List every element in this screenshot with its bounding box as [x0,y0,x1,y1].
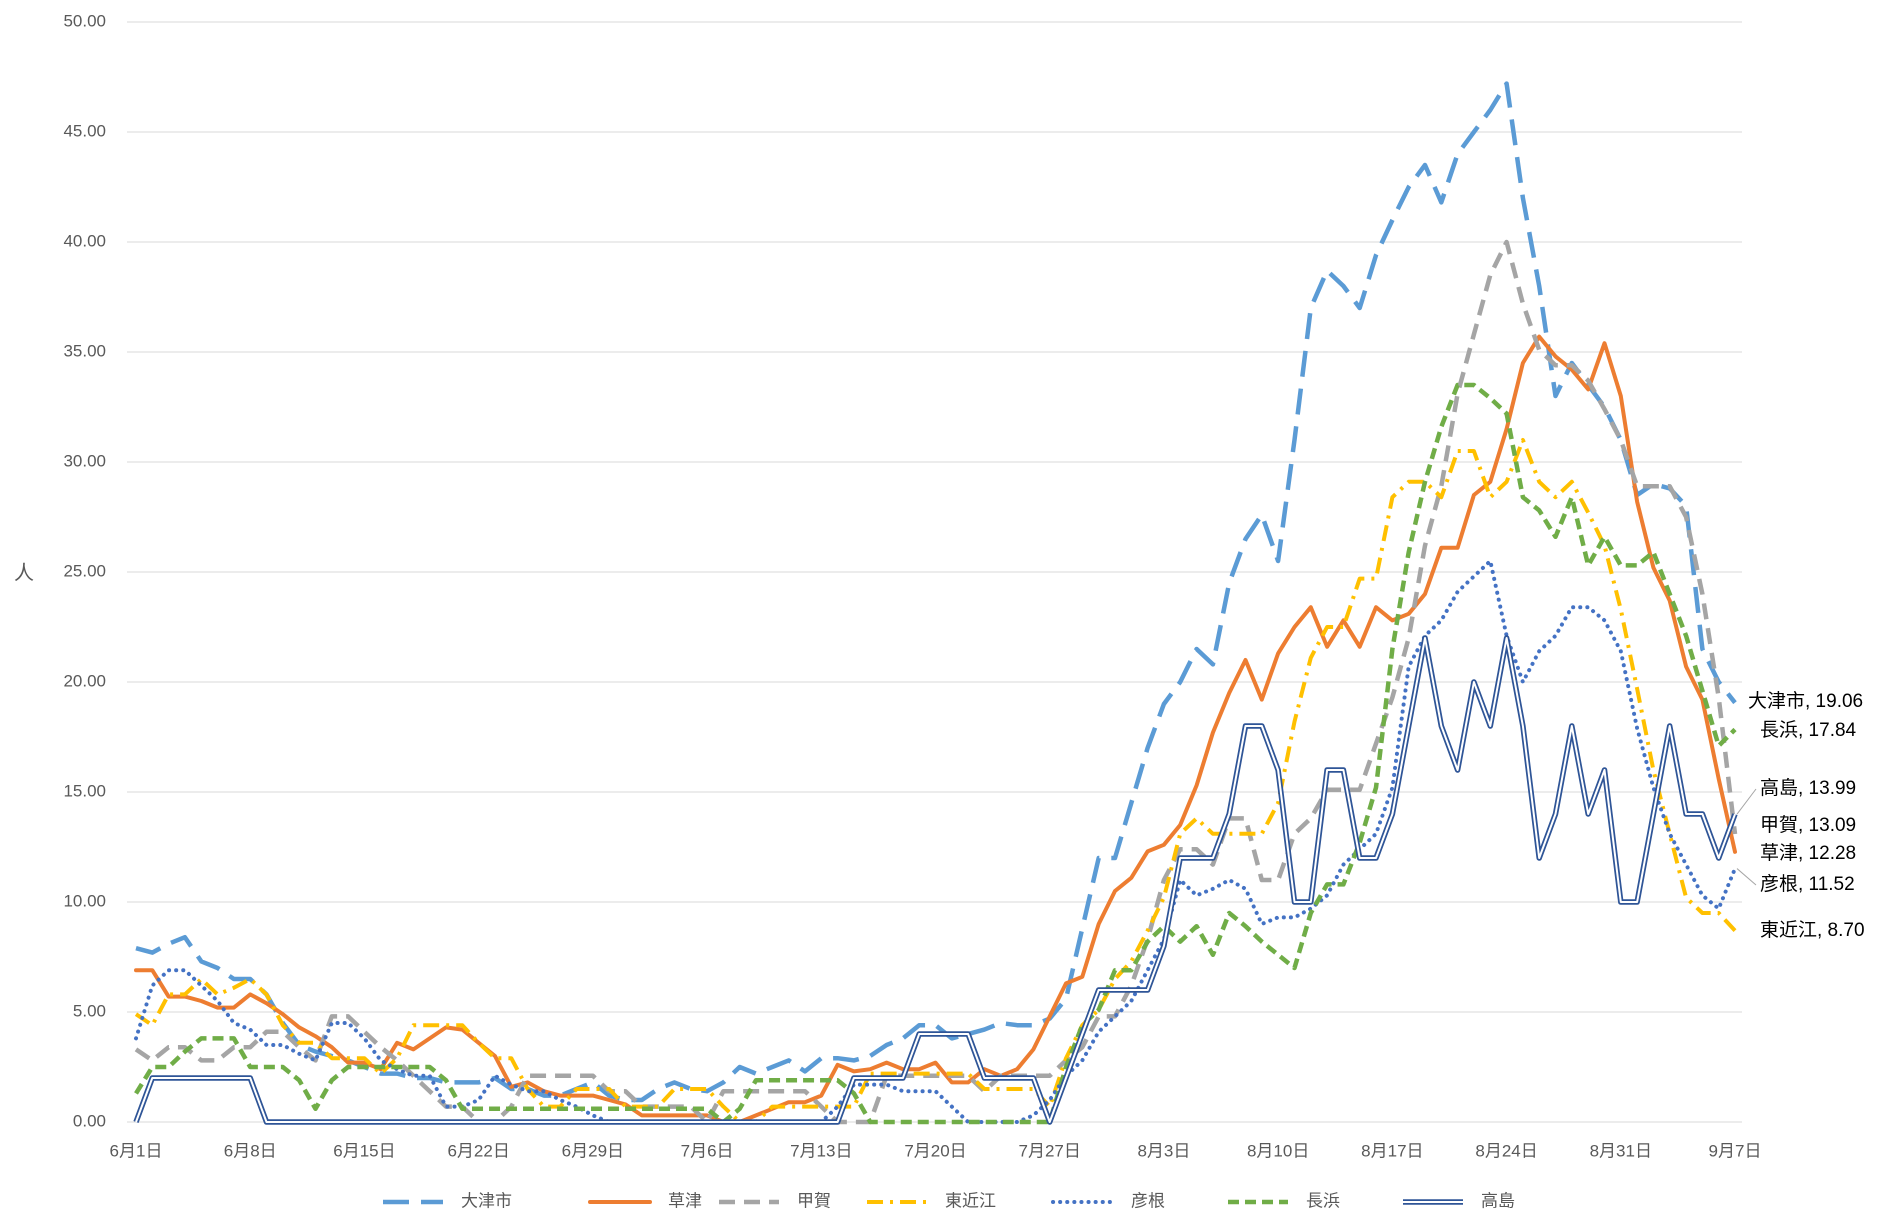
series-line [134,559,1737,1124]
y-tick-label: 20.00 [63,671,106,690]
y-tick-label: 10.00 [63,891,106,910]
legend-label: 東近江 [945,1191,996,1210]
x-tick-label: 9月7日 [1709,1141,1762,1160]
y-axis-label: 人 [14,561,34,584]
x-tick-label: 7月20日 [904,1141,966,1160]
y-tick-label: 5.00 [73,1001,106,1020]
legend-label: 長浜 [1306,1191,1340,1210]
x-tick-label: 7月27日 [1019,1141,1081,1160]
end-label: 草津, 12.28 [1760,842,1856,864]
x-tick-label: 6月29日 [562,1141,624,1160]
y-tick-label: 40.00 [63,231,106,250]
end-label: 長浜, 17.84 [1760,719,1857,741]
series-line [134,239,1738,1125]
series-line [135,81,1737,1103]
leader-line [1736,788,1757,815]
end-label: 大津市, 19.06 [1748,690,1863,712]
legend-label: 彦根 [1131,1191,1165,1210]
x-tick-label: 6月1日 [110,1141,163,1160]
y-tick-label: 0.00 [73,1111,106,1130]
x-tick-label: 7月6日 [681,1141,734,1160]
legend-label: 高島 [1481,1191,1515,1210]
y-tick-label: 15.00 [63,781,106,800]
series-line-inner [135,637,1736,1123]
x-tick-label: 8月3日 [1137,1141,1190,1160]
x-tick-label: 6月8日 [224,1141,277,1160]
y-tick-label: 35.00 [63,341,106,360]
legend-label: 大津市 [461,1191,512,1210]
legend-label: 甲賀 [797,1191,831,1210]
x-tick-label: 8月31日 [1590,1141,1652,1160]
end-label: 東近江, 8.70 [1760,919,1865,941]
end-label: 彦根, 11.52 [1760,873,1855,895]
series-line [134,382,1737,1125]
series-line [134,438,1737,1124]
leader-line [1736,868,1757,886]
x-tick-label: 8月10日 [1247,1141,1309,1160]
x-tick-label: 8月24日 [1475,1141,1537,1160]
series-line [134,334,1737,1124]
y-tick-label: 45.00 [63,121,106,140]
series-line [133,635,1738,1125]
x-tick-label: 6月22日 [447,1141,509,1160]
x-tick-label: 8月17日 [1361,1141,1423,1160]
y-tick-label: 30.00 [63,451,106,470]
y-tick-label: 25.00 [63,561,106,580]
end-label: 高島, 13.99 [1760,777,1856,799]
x-tick-label: 6月15日 [333,1141,395,1160]
legend-label: 草津 [668,1191,702,1210]
end-label: 甲賀, 13.09 [1760,814,1856,836]
y-tick-label: 50.00 [63,11,106,30]
x-tick-label: 7月13日 [790,1141,852,1160]
